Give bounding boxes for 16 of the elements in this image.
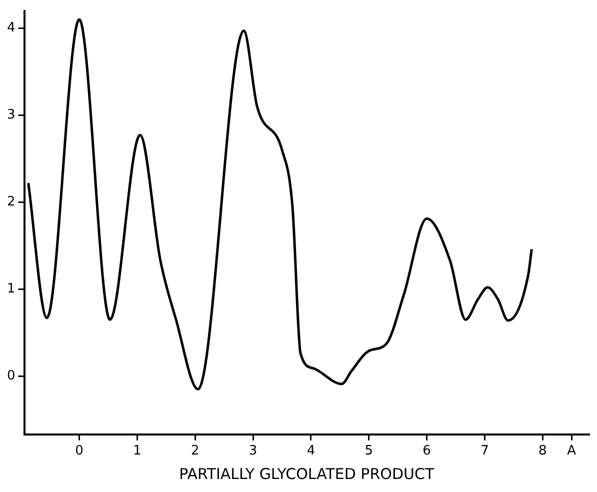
y-tick-label: 0 (6, 368, 16, 384)
x-axis-title: PARTIALLY GLYCOLATED PRODUCT (179, 464, 435, 483)
x-tick-label: 2 (190, 444, 200, 459)
y-tick-label: 1 (6, 282, 16, 297)
x-tick-label: 7 (480, 444, 489, 459)
y-tick-label: 2 (6, 194, 16, 210)
x-tick-label: 0 (75, 444, 84, 459)
x-tick-label: 4 (306, 444, 316, 459)
x-tick-label: 5 (364, 444, 374, 459)
x-tick-label: 8 (538, 444, 547, 459)
x-tick-label: 6 (422, 444, 431, 459)
x-tick-label: 3 (248, 444, 258, 459)
y-tick-label: 4 (6, 20, 16, 36)
x-tick-label: 1 (133, 444, 142, 459)
x-tick-label: A (567, 444, 576, 459)
y-tick-label: 3 (6, 108, 16, 123)
